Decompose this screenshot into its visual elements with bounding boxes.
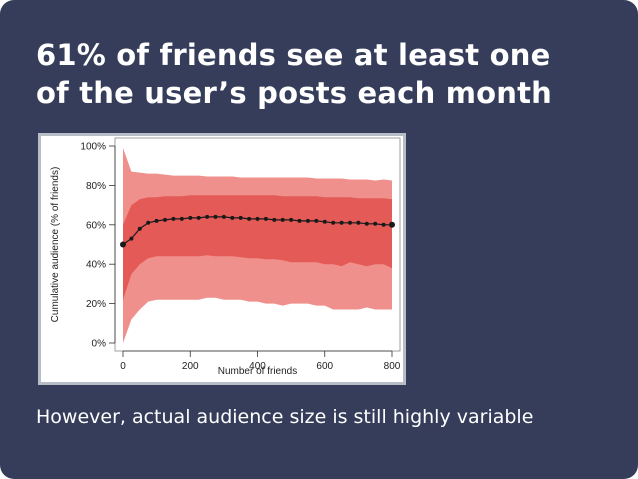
median-point	[137, 226, 142, 231]
median-point	[389, 221, 395, 228]
x-tick-label: 600	[316, 361, 333, 372]
median-point	[381, 222, 386, 227]
x-axis-label: Number of friends	[218, 366, 297, 377]
median-point	[255, 216, 260, 221]
median-point	[146, 220, 151, 225]
median-point	[364, 221, 369, 226]
chart-frame: 0% 20% 40% 60% 80% 100% 0 200 400 600 800 Cumulat…	[38, 133, 406, 385]
median-point	[356, 220, 361, 225]
x-tick-label: 800	[384, 361, 401, 372]
x-axis: 0 200 400 600 800	[120, 350, 401, 372]
median-point	[373, 221, 378, 226]
median-point	[339, 220, 344, 225]
median-point	[213, 214, 218, 219]
y-tick-label: 40%	[86, 260, 106, 271]
slide-title-line-1: 61% of friends see at least one	[36, 38, 551, 72]
median-series	[120, 214, 395, 248]
median-point	[297, 218, 302, 223]
slide-title-line-2: of the user’s posts each month	[36, 76, 553, 110]
median-point	[196, 215, 201, 220]
y-tick-label: 20%	[86, 299, 106, 310]
x-tick-label: 200	[182, 361, 199, 372]
y-tick-label: 80%	[86, 181, 106, 192]
median-point	[289, 217, 294, 222]
median-point	[171, 216, 176, 221]
median-point	[163, 217, 167, 222]
audience-bands	[123, 148, 392, 343]
y-tick-label: 100%	[80, 142, 106, 153]
median-point	[205, 214, 210, 219]
median-point	[263, 216, 268, 221]
median-point	[188, 215, 193, 220]
x-tick-label: 0	[120, 361, 126, 372]
median-point	[305, 218, 310, 223]
median-point	[314, 218, 319, 223]
median-point	[154, 218, 159, 223]
median-point	[280, 217, 285, 222]
median-point	[331, 220, 336, 225]
y-axis-label: Cumulative audience (% of friends)	[50, 167, 61, 323]
median-point	[120, 241, 126, 248]
y-axis: 0% 20% 40% 60% 80% 100%	[80, 142, 116, 350]
y-tick-label: 0%	[92, 339, 107, 350]
y-tick-label: 60%	[86, 220, 106, 231]
slide-title: 61% of friends see at least one of the u…	[36, 36, 616, 112]
median-point	[247, 216, 252, 221]
median-point	[348, 220, 352, 225]
audience-chart: 0% 20% 40% 60% 80% 100% 0 200 400 600 800 Cumulat…	[50, 137, 401, 377]
median-point	[221, 214, 226, 219]
median-point	[238, 215, 243, 220]
median-point	[230, 215, 235, 220]
median-point	[129, 236, 134, 241]
x-tick-label: 400	[249, 361, 266, 372]
median-point	[272, 217, 277, 222]
median-point	[179, 216, 184, 221]
slide-subtitle: However, actual audience size is still h…	[36, 406, 534, 428]
median-point	[322, 219, 327, 224]
